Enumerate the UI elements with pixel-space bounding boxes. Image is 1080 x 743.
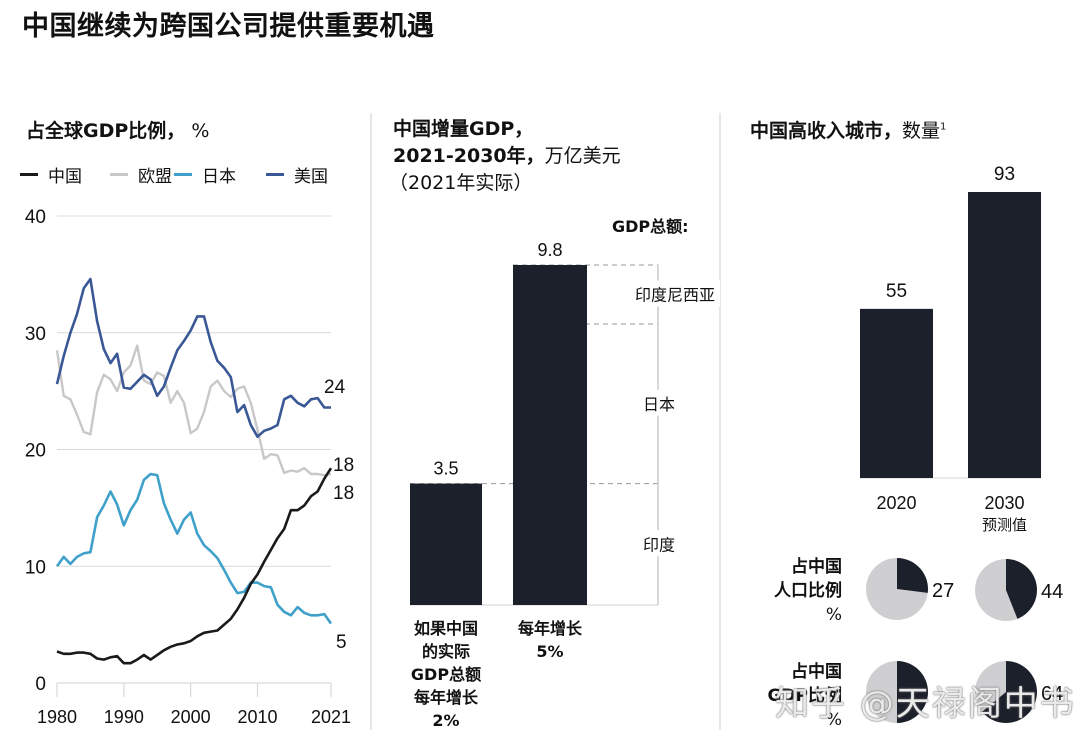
legend-swatch-us — [266, 173, 284, 176]
gdp-cat2-line: 5% — [536, 642, 564, 661]
pie-charts: 27 44 64 — [866, 558, 1063, 723]
legend-item-us: 美国 — [266, 162, 328, 187]
pie-value-label: 44 — [1041, 581, 1063, 603]
series-line-china — [56, 467, 333, 665]
reference-label: 印度 — [643, 536, 675, 554]
bar-value-label: 3.5 — [433, 459, 458, 479]
pie-label-line: 占中国 — [791, 662, 842, 682]
gdp-category-1-label: 如果中国 的实际 GDP总额 每年增长 2% — [396, 617, 496, 732]
bar-category-label: 2030 — [984, 493, 1024, 513]
footnote-mark: 1 — [940, 121, 947, 133]
series-line-us — [55, 277, 331, 438]
pie-slice — [897, 661, 928, 723]
gdp-title-line2: 2021-2030年， — [393, 145, 545, 167]
panel-divider-left — [370, 113, 372, 730]
gdp-cat1-line: 2% — [432, 711, 460, 730]
series-line-eu — [55, 344, 332, 477]
bar-2020 — [860, 308, 933, 478]
bar-2030 — [968, 192, 1041, 478]
legend-swatch-japan — [174, 173, 192, 176]
end-label-us: 24 — [324, 377, 346, 398]
reference-label-bg — [637, 389, 681, 416]
cities-bar-chart: 55 2020 93 2030 预测值 — [860, 164, 1041, 534]
gdp-cat1-line: 如果中国 — [413, 619, 478, 638]
pie-label-unit: % — [825, 605, 842, 625]
bar-1 — [410, 483, 482, 605]
y-tick-label: 0 — [35, 674, 46, 695]
end-label-china: 18 — [333, 483, 354, 504]
legend-swatch-eu — [110, 173, 128, 176]
y-tick-label: 40 — [25, 207, 46, 228]
gdp-category-2-label: 每年增长 5% — [500, 617, 600, 663]
bar-category-label: 2020 — [876, 493, 916, 513]
gdp-cat1-line: GDP总额 — [410, 665, 482, 684]
pie-label-line: 占中国 — [791, 557, 842, 577]
legend-item-japan: 日本 — [174, 162, 236, 187]
cities-chart-title: 中国高收入城市，数量1 — [750, 116, 946, 143]
gdp-chart-title: 中国增量GDP， 2021-2030年，万亿美元 （2021年实际） — [389, 116, 621, 197]
gdp-total-header: GDP总额: — [612, 217, 689, 236]
bar-value-label: 93 — [994, 164, 1015, 185]
bar-value-label: 9.8 — [537, 240, 562, 260]
panel-divider-right — [719, 113, 721, 730]
end-label-eu: 18 — [333, 455, 354, 476]
pie-label-line: 人口比例 — [774, 581, 842, 601]
legend-label-japan: 日本 — [202, 167, 236, 187]
bar-value-label: 55 — [886, 281, 907, 302]
bar-category-sublabel: 预测值 — [982, 517, 1027, 534]
pie-label-line: GDP比例 — [767, 686, 842, 706]
legend-label-us: 美国 — [294, 167, 328, 187]
line-chart-unit: % — [185, 120, 210, 142]
reference-label-bg — [633, 280, 720, 307]
bar-2 — [513, 265, 587, 605]
watermark: 知乎 @天禄阁中书 — [775, 684, 1076, 724]
line-chart-title-text: 占全球GDP比例， — [26, 120, 186, 142]
legend-item-eu: 欧盟 — [110, 162, 172, 187]
x-tick-label: 1980 — [37, 707, 77, 727]
x-tick-label: 2010 — [237, 707, 277, 727]
reference-label: 印度尼西亚 — [635, 286, 715, 304]
pie-row-population-label: 占中国 人口比例 % — [740, 555, 842, 627]
line-chart-title: 占全球GDP比例， % — [26, 116, 209, 143]
legend-label-china: 中国 — [48, 167, 82, 187]
pie-value-label: 27 — [932, 580, 954, 602]
gdp-title-line3: （2021年实际） — [389, 172, 533, 194]
line-chart-legend: 中国 欧盟 日本 美国 — [20, 162, 342, 187]
pie-slice — [897, 558, 929, 593]
pie-slice — [1006, 559, 1037, 619]
end-label-japan: 5 — [336, 632, 347, 653]
pie-label-unit: % — [825, 710, 842, 730]
legend-label-eu: 欧盟 — [138, 167, 172, 187]
y-tick-label: 20 — [25, 441, 46, 462]
reference-label-bg — [637, 530, 681, 557]
pie-row-gdp-label: 占中国 GDP比例 % — [740, 660, 842, 732]
gdp-cat1-line: 每年增长 — [413, 688, 478, 707]
cities-title-text: 中国高收入城市， — [750, 120, 903, 142]
legend-item-china: 中国 — [20, 162, 82, 187]
cities-title-unit: 数量 — [902, 120, 941, 142]
series-line-japan — [55, 472, 333, 625]
gdp-cat2-line: 每年增长 — [517, 619, 582, 638]
pie-value-label: 64 — [1041, 683, 1063, 705]
gdp-title-line1: 中国增量GDP， — [393, 118, 534, 140]
y-tick-label: 10 — [25, 557, 46, 578]
page-title: 中国继续为跨国公司提供重要机遇 — [22, 11, 435, 42]
line-chart: 0 10 20 30 40 1980 1990 2000 2010 2021 18 18 5 24 — [25, 207, 354, 727]
y-tick-label: 30 — [25, 324, 46, 345]
x-tick-label: 1990 — [104, 707, 144, 727]
gdp-title-unit: 万亿美元 — [544, 145, 621, 167]
x-tick-label: 2000 — [171, 707, 211, 727]
legend-swatch-china — [20, 173, 38, 176]
x-tick-label: 2021 — [311, 707, 351, 727]
reference-label: 日本 — [643, 396, 675, 414]
gdp-cat1-line: 的实际 — [421, 642, 470, 661]
pie-slice — [982, 661, 1037, 723]
